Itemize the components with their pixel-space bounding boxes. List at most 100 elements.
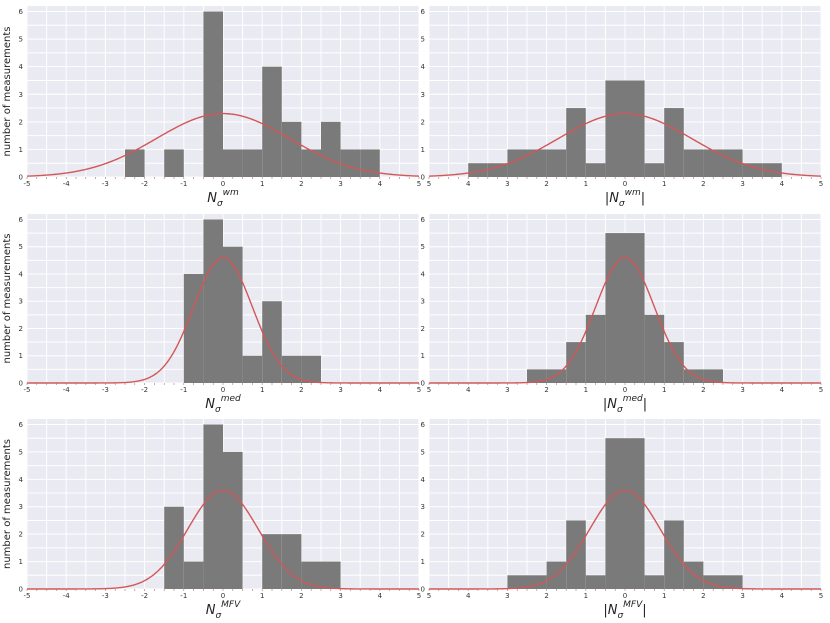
histogram-bar xyxy=(546,561,567,589)
histogram-bar xyxy=(527,369,547,383)
y-tick-label: 5 xyxy=(421,448,425,456)
histogram-bar xyxy=(164,149,184,177)
histogram-bar xyxy=(203,219,223,383)
histogram-bar xyxy=(605,80,625,177)
histogram-bar xyxy=(281,121,302,177)
x-tick-label: 1 xyxy=(662,386,666,394)
histogram-bar xyxy=(507,149,527,177)
histogram-bar xyxy=(223,246,243,383)
y-tick-label: 5 xyxy=(421,243,425,251)
x-axis-label: |Nσwm| xyxy=(605,188,645,209)
x-tick-label: 4 xyxy=(378,386,383,394)
histogram-bar xyxy=(183,561,204,589)
x-tick-label: 5 xyxy=(819,180,823,188)
y-tick-label: 2 xyxy=(19,118,23,126)
histogram-bar xyxy=(742,163,763,177)
y-axis-label: number of measurements xyxy=(2,439,13,569)
x-tick-label: 0 xyxy=(221,592,225,600)
y-tick-label: 1 xyxy=(19,352,23,360)
histogram-bar xyxy=(703,149,723,177)
histogram-bar xyxy=(164,506,184,589)
y-tick-label: 4 xyxy=(421,63,426,71)
histogram-bar xyxy=(242,149,263,177)
x-tick-label: 2 xyxy=(299,386,303,394)
x-axis-label: |NσMFV| xyxy=(603,600,646,621)
histogram-bar xyxy=(546,149,567,177)
x-tick-label: 2 xyxy=(299,592,303,600)
y-tick-label: 3 xyxy=(19,91,23,99)
histogram-bar xyxy=(644,163,665,177)
histogram-bar xyxy=(664,108,684,177)
x-tick-label: 2 xyxy=(544,180,548,188)
y-tick-label: 1 xyxy=(421,146,425,154)
x-tick-label: 2 xyxy=(544,592,548,600)
y-tick-label: 1 xyxy=(421,558,425,566)
histogram-bar xyxy=(664,520,684,589)
x-tick-label: 2 xyxy=(299,180,303,188)
x-tick-label: 1 xyxy=(584,180,588,188)
x-tick-label: -3 xyxy=(102,386,109,394)
y-tick-label: 0 xyxy=(19,380,23,388)
x-tick-label: -1 xyxy=(180,592,187,600)
x-tick-label: 5 xyxy=(819,592,823,600)
y-tick-label: 5 xyxy=(19,448,23,456)
y-tick-label: 3 xyxy=(19,298,23,306)
x-tick-label: 1 xyxy=(260,180,264,188)
histogram-bar xyxy=(625,80,645,177)
x-tick-label: 4 xyxy=(780,386,785,394)
x-tick-label: 1 xyxy=(584,386,588,394)
histogram-bar xyxy=(301,561,321,589)
y-tick-label: 5 xyxy=(19,243,23,251)
histogram-bar xyxy=(262,301,282,383)
y-tick-label: 1 xyxy=(19,146,23,154)
x-axis-label: |Nσmed| xyxy=(603,394,647,415)
histogram-bar xyxy=(468,163,488,177)
chart-panel-5: -5 -4 -3 -2 -1 0 1 2 3 4 5 0 1 2 3 4 5 6 number of measure… xyxy=(2,419,421,621)
x-tick-label: 5 xyxy=(417,386,421,394)
histogram-bar xyxy=(301,355,321,383)
x-tick-label: -2 xyxy=(141,180,148,188)
x-tick-label: 4 xyxy=(466,180,471,188)
x-tick-label: -5 xyxy=(24,180,31,188)
histogram-bar xyxy=(527,149,547,177)
histogram-bar xyxy=(223,451,243,589)
x-tick-label: 3 xyxy=(740,180,744,188)
y-tick-label: 6 xyxy=(19,8,24,16)
x-tick-label: 4 xyxy=(378,592,383,600)
histogram-bar xyxy=(281,355,302,383)
histogram-bar xyxy=(223,149,243,177)
gaussian-fit-curve xyxy=(27,489,419,590)
x-tick-label: -3 xyxy=(102,180,109,188)
x-tick-label: -5 xyxy=(24,386,31,394)
x-tick-label: 3 xyxy=(505,180,509,188)
histogram-bar xyxy=(585,575,606,589)
histogram-bar xyxy=(546,369,567,383)
y-tick-label: 5 xyxy=(19,36,23,44)
gaussian-fit-curve xyxy=(26,112,420,177)
x-tick-label: -4 xyxy=(63,386,71,394)
histogram-bar xyxy=(762,163,782,177)
x-tick-label: 5 xyxy=(427,592,431,600)
histogram-bar xyxy=(605,438,625,589)
histogram-bar xyxy=(566,520,586,589)
x-tick-label: 3 xyxy=(505,386,509,394)
gaussian-fit-curve xyxy=(429,256,821,384)
y-tick-label: 4 xyxy=(19,63,24,71)
x-tick-label: 0 xyxy=(221,386,225,394)
histogram-bar xyxy=(683,149,704,177)
histogram-bar xyxy=(644,575,665,589)
x-tick-label: 0 xyxy=(221,180,225,188)
x-tick-label: 0 xyxy=(623,592,627,600)
histogram-bar xyxy=(585,314,606,383)
y-tick-label: 4 xyxy=(421,476,426,484)
y-tick-label: 6 xyxy=(19,421,24,429)
histogram-bar xyxy=(625,438,645,589)
y-axis-label: number of measurements xyxy=(2,27,13,157)
gaussian-fit-curve xyxy=(27,256,419,384)
histogram-bar xyxy=(125,149,145,177)
histogram-bar xyxy=(301,149,321,177)
histogram-bar xyxy=(507,575,527,589)
x-tick-label: 4 xyxy=(466,592,471,600)
x-tick-label: -4 xyxy=(63,180,71,188)
